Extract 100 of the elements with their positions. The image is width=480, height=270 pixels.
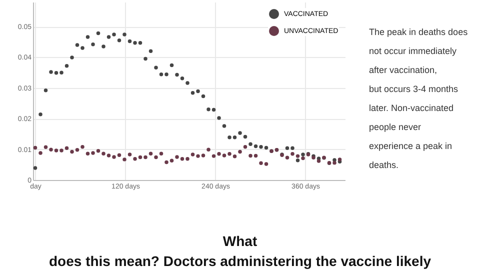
point [264, 162, 268, 166]
point [186, 81, 190, 85]
point [316, 159, 321, 163]
point [228, 135, 232, 140]
point [106, 154, 111, 158]
point [44, 145, 48, 150]
point [206, 148, 210, 152]
point [86, 152, 90, 156]
point [148, 152, 153, 156]
text: not occur immediately [369, 46, 458, 56]
point [285, 156, 290, 160]
text: deaths. [369, 160, 399, 170]
point [201, 154, 206, 158]
point [112, 32, 116, 36]
point [106, 35, 111, 39]
text: after vaccination, [369, 65, 438, 75]
point [175, 72, 179, 77]
point [117, 153, 122, 158]
point [138, 155, 142, 160]
point [133, 156, 137, 161]
point [75, 148, 80, 152]
point [186, 156, 190, 161]
point [222, 154, 226, 158]
point [122, 32, 126, 36]
point [254, 154, 258, 158]
point [49, 70, 53, 74]
point [117, 38, 122, 42]
point [290, 152, 294, 156]
point [232, 154, 237, 158]
point [91, 42, 95, 46]
point [243, 134, 248, 139]
point [60, 148, 64, 152]
point [133, 40, 137, 45]
point [33, 166, 38, 170]
point [33, 146, 38, 150]
point [196, 154, 200, 158]
point [248, 142, 252, 146]
point [259, 144, 263, 149]
point [285, 146, 290, 150]
point [102, 44, 106, 48]
point [332, 160, 336, 165]
text: later. Non-vaccinated [369, 103, 454, 113]
point [264, 146, 268, 150]
point [201, 94, 206, 98]
point [96, 148, 100, 153]
point [44, 88, 48, 92]
text: does this mean? Doctors administering the vaccine likely [48, 253, 432, 269]
point [222, 124, 226, 128]
point [164, 160, 168, 164]
point [164, 72, 168, 76]
point [243, 144, 248, 149]
point [175, 155, 179, 159]
point [128, 39, 132, 44]
point [54, 148, 58, 152]
point [248, 154, 252, 158]
point [232, 135, 237, 140]
point [238, 131, 242, 135]
point [159, 152, 164, 156]
point [196, 89, 200, 94]
point [144, 56, 148, 61]
point [190, 90, 195, 95]
point [190, 152, 195, 156]
point [254, 144, 258, 148]
point [128, 152, 132, 156]
point [159, 72, 164, 76]
point [96, 31, 100, 36]
point [54, 71, 58, 75]
point [70, 150, 74, 154]
point [206, 108, 210, 112]
point [212, 108, 216, 112]
point [49, 148, 53, 152]
point [180, 76, 184, 80]
point [64, 146, 69, 150]
point [296, 154, 300, 158]
point [170, 158, 174, 163]
point [144, 155, 148, 160]
point [238, 150, 242, 154]
point [170, 63, 174, 68]
point [38, 112, 42, 116]
point [91, 151, 95, 155]
point [154, 155, 158, 160]
point [138, 40, 142, 45]
point [112, 155, 116, 159]
point [70, 56, 74, 60]
text: people never [369, 122, 422, 132]
point [259, 161, 263, 165]
point [290, 146, 294, 150]
point [217, 152, 221, 156]
point [212, 154, 216, 158]
point [75, 43, 80, 47]
point [60, 70, 64, 74]
point [102, 152, 106, 156]
point [64, 64, 69, 68]
point [296, 158, 300, 162]
point [80, 144, 84, 149]
point [154, 66, 158, 70]
text: experience a peak in [369, 141, 452, 151]
text: The peak in deaths does [369, 27, 468, 37]
point [301, 152, 305, 156]
point [38, 151, 42, 155]
